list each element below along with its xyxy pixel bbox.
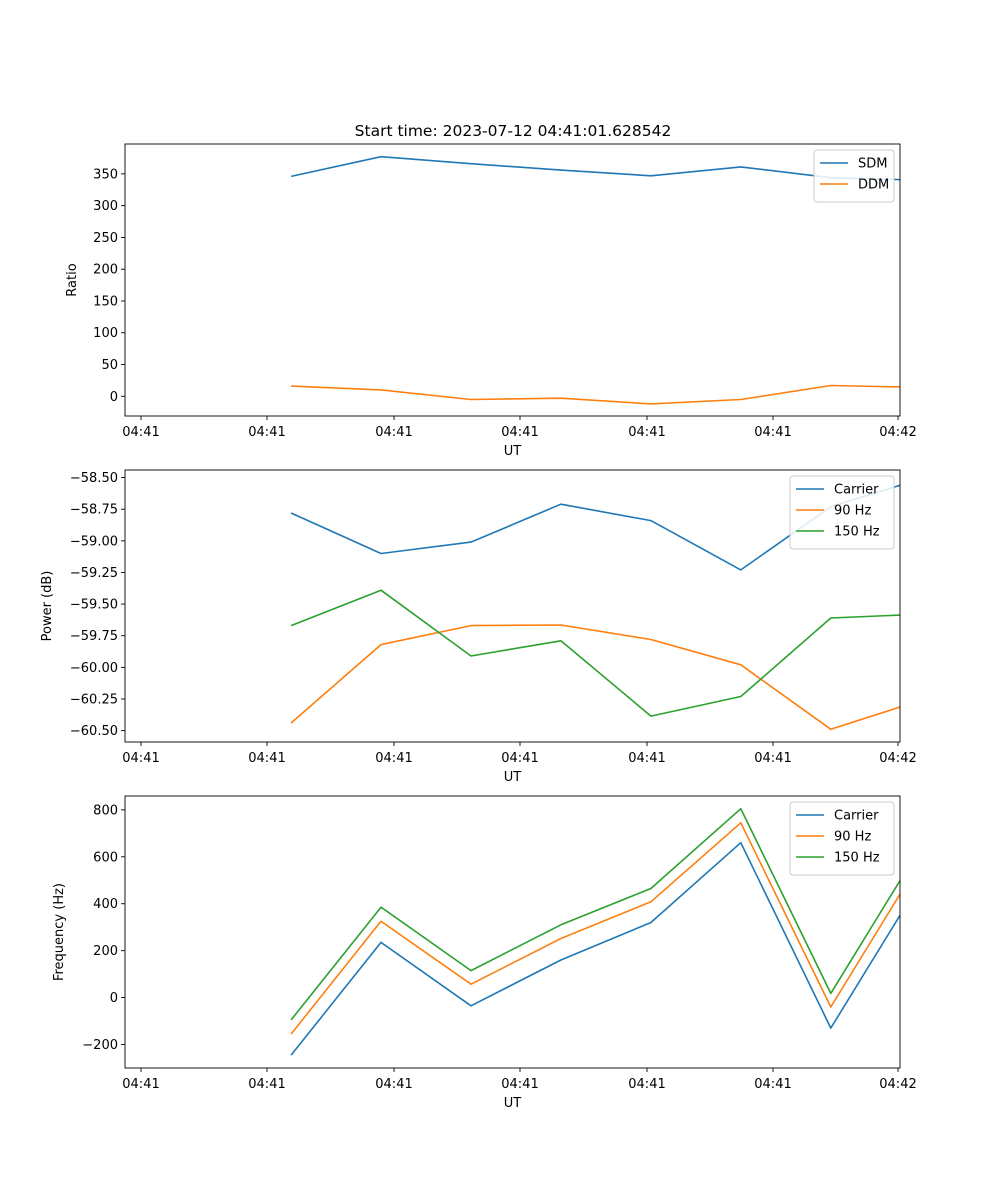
legend-entry: Carrier xyxy=(834,809,879,824)
y-tick-label: −59.00 xyxy=(70,534,118,549)
series-line-90-hz xyxy=(290,821,900,1035)
x-tick-label: 04:41 xyxy=(754,1077,791,1092)
x-tick-label: 04:41 xyxy=(375,751,412,766)
y-tick-label: 0 xyxy=(110,390,118,405)
x-tick-label: 04:41 xyxy=(628,425,665,440)
y-tick-label: −60.50 xyxy=(70,724,118,739)
series-line-ddm xyxy=(291,384,900,405)
axes-frame xyxy=(124,469,901,743)
subplot-3: 04:41 04:41 04:41 04:41 04:41 04:41 04:42 −200 0… xyxy=(52,795,917,1111)
y-axis-label: Power (dB) xyxy=(40,571,55,642)
plots-container: 04:41 04:41 04:41 04:41 04:41 04:41 04:42 0 50 10… xyxy=(40,143,917,1111)
y-tick-label: 150 xyxy=(93,294,118,309)
chart-title: Start time: 2023-07-12 04:41:01.628542 xyxy=(355,122,672,140)
x-tick-label: 04:42 xyxy=(879,1077,916,1092)
legend-entry: 90 Hz xyxy=(834,830,871,845)
legend-entry: 150 Hz xyxy=(834,851,880,866)
x-tick-label: 04:42 xyxy=(879,425,916,440)
x-tick-label: 04:41 xyxy=(501,425,538,440)
series-line-150-hz xyxy=(290,807,900,1021)
y-tick-label: −60.25 xyxy=(70,692,118,707)
y-tick-label: −58.50 xyxy=(70,471,118,486)
y-tick-label: 350 xyxy=(93,167,118,182)
y-axis-label: Frequency (Hz) xyxy=(52,883,67,981)
series-line-150-hz xyxy=(290,589,900,717)
x-tick-label: 04:41 xyxy=(122,1077,159,1092)
x-tick-label: 04:41 xyxy=(754,425,791,440)
legend-entry: 150 Hz xyxy=(834,525,880,540)
x-tick-label: 04:41 xyxy=(754,751,791,766)
series-line-90-hz xyxy=(290,624,900,731)
x-tick-label: 04:41 xyxy=(375,1077,412,1092)
x-tick-label: 04:41 xyxy=(628,1077,665,1092)
x-tick-label: 04:41 xyxy=(501,1077,538,1092)
x-tick-label: 04:41 xyxy=(248,751,285,766)
y-axis-label: Ratio xyxy=(65,263,80,296)
x-tick-label: 04:41 xyxy=(628,751,665,766)
y-tick-label: 250 xyxy=(93,231,118,246)
x-axis-label: UT xyxy=(504,770,522,785)
legend: Carrier 90 Hz 150 Hz xyxy=(789,475,895,550)
legend-entry: 90 Hz xyxy=(834,504,871,519)
axes-frame xyxy=(124,143,901,417)
y-tick-label: −59.25 xyxy=(70,566,118,581)
y-tick-label: 0 xyxy=(110,991,118,1006)
axes-frame xyxy=(124,795,901,1069)
series-line-carrier xyxy=(290,841,900,1056)
x-axis-label: UT xyxy=(504,444,522,459)
y-tick-label: 200 xyxy=(93,944,118,959)
x-tick-label: 04:41 xyxy=(501,751,538,766)
x-tick-label: 04:41 xyxy=(375,425,412,440)
legend-entry: DDM xyxy=(858,178,889,193)
y-tick-label: 300 xyxy=(93,199,118,214)
y-tick-label: 50 xyxy=(101,358,118,373)
y-tick-label: 600 xyxy=(93,850,118,865)
y-tick-label: −59.75 xyxy=(70,629,118,644)
y-tick-label: 400 xyxy=(93,897,118,912)
y-tick-label: 100 xyxy=(93,326,118,341)
subplot-1: 04:41 04:41 04:41 04:41 04:41 04:41 04:42 0 50 10… xyxy=(65,143,917,459)
y-tick-label: −58.75 xyxy=(70,503,118,518)
y-tick-label: −200 xyxy=(82,1038,118,1053)
x-tick-label: 04:42 xyxy=(879,751,916,766)
y-tick-label: 800 xyxy=(93,803,118,818)
y-tick-label: −59.50 xyxy=(70,598,118,613)
x-axis-label: UT xyxy=(504,1096,522,1111)
x-tick-label: 04:41 xyxy=(122,751,159,766)
x-tick-label: 04:41 xyxy=(248,1077,285,1092)
legend: SDM DDM xyxy=(813,149,895,203)
x-tick-label: 04:41 xyxy=(122,425,159,440)
y-tick-label: 200 xyxy=(93,263,118,278)
legend-entry: Carrier xyxy=(834,483,879,498)
legend: Carrier 90 Hz 150 Hz xyxy=(789,801,895,876)
x-tick-label: 04:41 xyxy=(248,425,285,440)
y-tick-label: −60.00 xyxy=(70,661,118,676)
legend-entry: SDM xyxy=(858,157,887,172)
subplot-2: 04:41 04:41 04:41 04:41 04:41 04:41 04:42 −60.5… xyxy=(40,469,917,785)
